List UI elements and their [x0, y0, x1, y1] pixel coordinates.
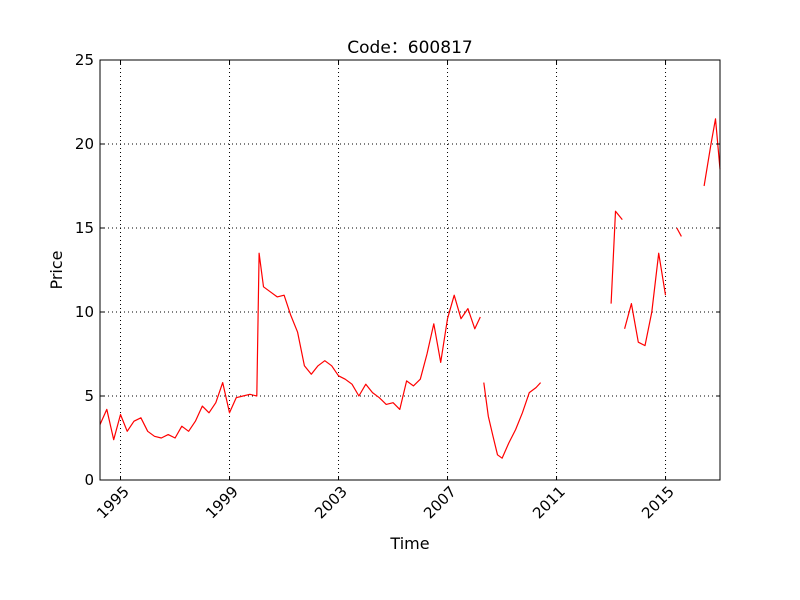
- y-tick-label: 10: [75, 303, 94, 321]
- price-line-segment: [624, 252, 667, 347]
- data-layer: [99, 118, 721, 459]
- y-tick-label: 0: [84, 471, 94, 489]
- y-axis-label: Price: [47, 250, 66, 289]
- x-tick-label: 2003: [311, 483, 351, 523]
- x-tick-label: 1999: [202, 483, 242, 523]
- tick-layer: 0 5 10 15 20 25 1995 1999 2003 2007 2011 2015: [75, 51, 720, 522]
- y-tick-label: 5: [84, 387, 94, 405]
- y-tick-label: 25: [75, 51, 94, 69]
- x-tick-label: 2007: [420, 483, 460, 523]
- price-line-segment: [676, 227, 682, 237]
- x-tick-label: 2015: [638, 483, 678, 523]
- plot-frame: [99, 59, 721, 481]
- chart-title: Code：600817: [347, 38, 472, 58]
- price-line-segment: [610, 210, 623, 304]
- y-tick-label: 15: [75, 219, 94, 237]
- x-tick-label: 2011: [529, 483, 569, 523]
- y-tick-label: 20: [75, 135, 94, 153]
- price-line-segment: [483, 382, 542, 459]
- grid-layer: [100, 59, 720, 481]
- price-line-segment: [99, 252, 481, 441]
- x-axis-label: Time: [389, 534, 429, 553]
- price-line-segment: [703, 118, 721, 187]
- x-tick-label: 1995: [93, 483, 133, 523]
